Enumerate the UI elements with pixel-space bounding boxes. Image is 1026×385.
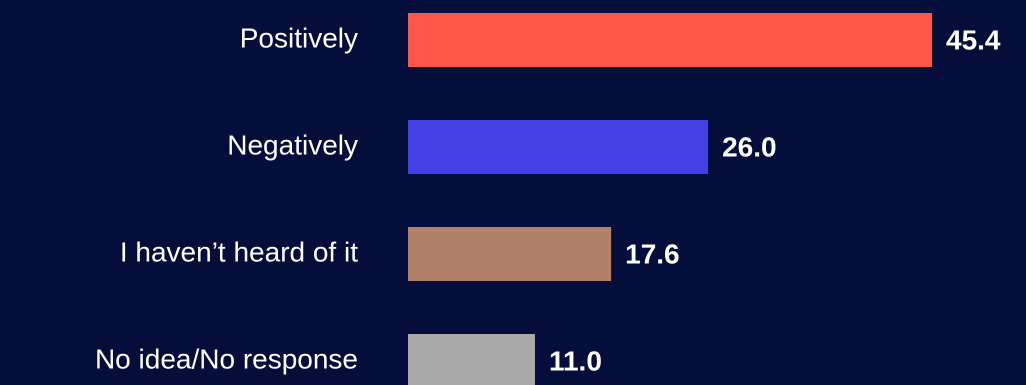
bar [408,13,932,67]
value-label: 45.4 [946,24,1001,55]
value-label: 26.0 [722,131,777,162]
category-label: Negatively [227,129,358,160]
bars-group: Positively 45.4 Negatively 26.0 I haven’t he… [95,13,1001,385]
category-label: Positively [240,22,358,53]
bar [408,120,709,174]
value-label: 17.6 [625,238,680,269]
value-label: 11.0 [549,345,602,376]
bar [408,227,612,281]
category-label: I haven’t heard of it [120,236,358,267]
category-label: No idea/No response [95,343,358,374]
bar [408,334,535,385]
